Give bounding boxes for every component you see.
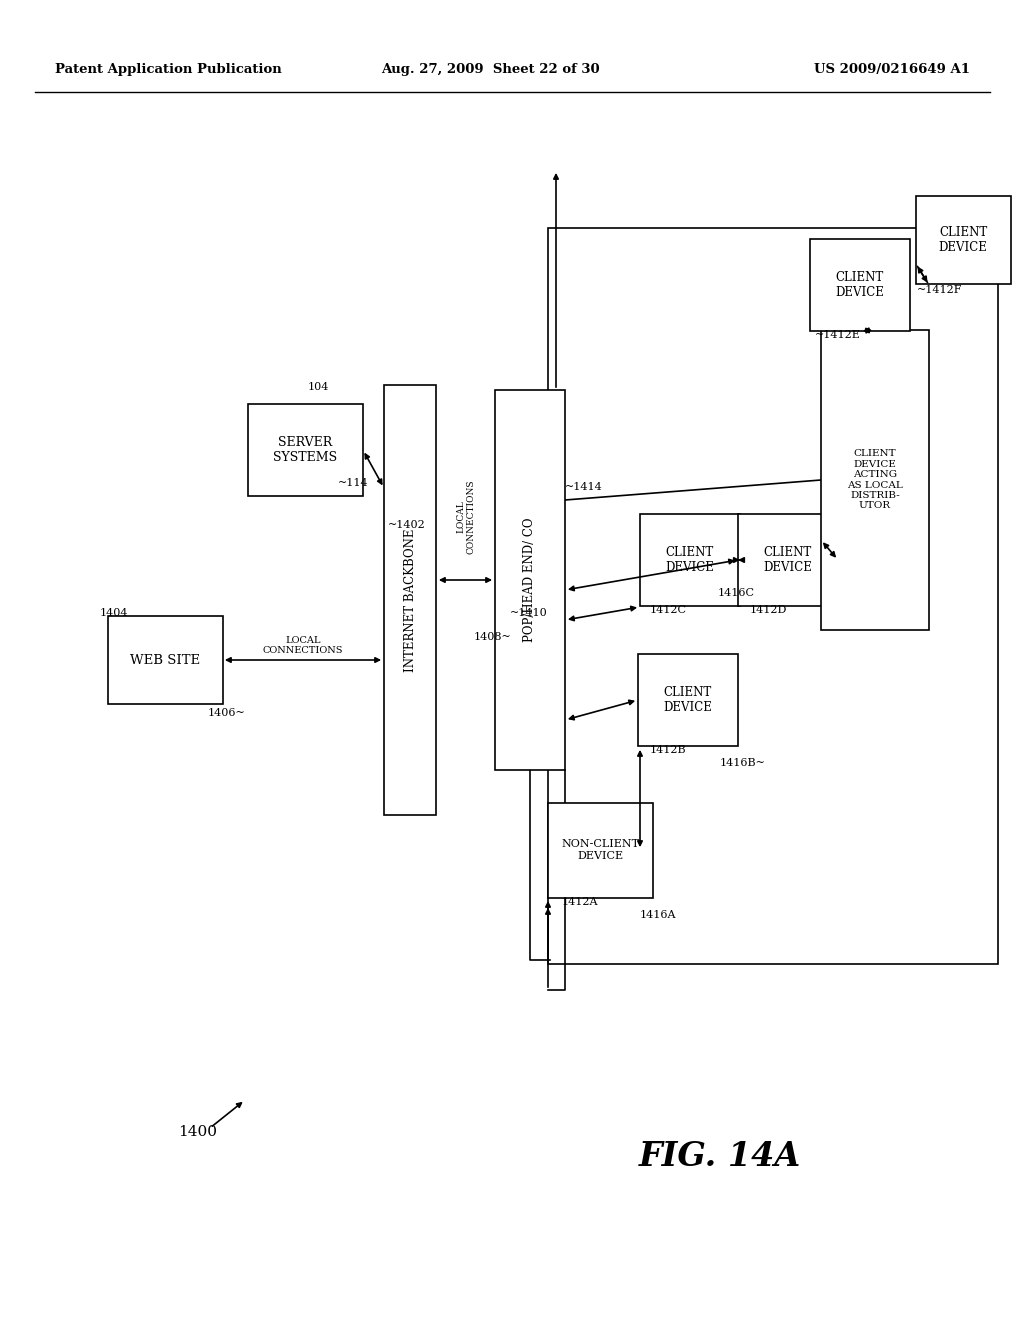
FancyArrowPatch shape bbox=[918, 267, 927, 281]
FancyArrowPatch shape bbox=[733, 558, 744, 562]
FancyArrowPatch shape bbox=[824, 544, 835, 557]
Text: SERVER
SYSTEMS: SERVER SYSTEMS bbox=[273, 436, 337, 465]
Text: 104: 104 bbox=[308, 381, 330, 392]
Text: 1412B: 1412B bbox=[650, 744, 687, 755]
Text: LOCAL
CONNECTIONS: LOCAL CONNECTIONS bbox=[457, 479, 476, 554]
FancyArrowPatch shape bbox=[226, 657, 379, 663]
FancyArrowPatch shape bbox=[569, 700, 634, 719]
Text: ~1414: ~1414 bbox=[565, 482, 603, 492]
FancyArrowPatch shape bbox=[546, 903, 550, 957]
Bar bbox=[548, 803, 652, 898]
Text: 1412C: 1412C bbox=[650, 605, 687, 615]
Text: 1412D: 1412D bbox=[750, 605, 787, 615]
Bar bbox=[384, 385, 436, 814]
Bar bbox=[810, 239, 910, 331]
FancyArrowPatch shape bbox=[366, 454, 382, 484]
FancyArrowPatch shape bbox=[546, 909, 550, 987]
FancyArrowPatch shape bbox=[864, 329, 870, 333]
Bar bbox=[821, 330, 929, 630]
Bar bbox=[915, 195, 1011, 284]
Text: Patent Application Publication: Patent Application Publication bbox=[55, 63, 282, 77]
Text: 1404: 1404 bbox=[100, 609, 128, 618]
Text: 1400: 1400 bbox=[178, 1125, 217, 1139]
Text: Aug. 27, 2009  Sheet 22 of 30: Aug. 27, 2009 Sheet 22 of 30 bbox=[381, 63, 599, 77]
Text: CLIENT
DEVICE: CLIENT DEVICE bbox=[939, 226, 987, 253]
Text: WEB SITE: WEB SITE bbox=[130, 653, 200, 667]
FancyArrowPatch shape bbox=[569, 606, 636, 620]
Text: LOCAL
CONNECTIONS: LOCAL CONNECTIONS bbox=[263, 636, 343, 655]
Text: NON-CLIENT
DEVICE: NON-CLIENT DEVICE bbox=[561, 840, 639, 861]
Text: ~1412F: ~1412F bbox=[918, 285, 963, 294]
Text: ~1412E: ~1412E bbox=[815, 330, 861, 341]
Bar bbox=[495, 389, 565, 770]
Text: ~1410: ~1410 bbox=[510, 609, 548, 618]
Text: CLIENT
DEVICE: CLIENT DEVICE bbox=[666, 546, 715, 574]
Bar bbox=[738, 513, 838, 606]
Bar bbox=[548, 228, 998, 964]
Text: CLIENT
DEVICE: CLIENT DEVICE bbox=[836, 271, 885, 300]
Text: 1408~: 1408~ bbox=[474, 632, 512, 642]
Text: INTERNET BACKBONE: INTERNET BACKBONE bbox=[403, 528, 417, 672]
Bar bbox=[640, 513, 740, 606]
Bar bbox=[248, 404, 362, 496]
FancyArrowPatch shape bbox=[638, 751, 642, 845]
FancyArrowPatch shape bbox=[919, 268, 928, 282]
Bar bbox=[638, 653, 738, 746]
Text: CLIENT
DEVICE: CLIENT DEVICE bbox=[764, 546, 812, 574]
Text: FIG. 14A: FIG. 14A bbox=[639, 1140, 801, 1173]
Text: 1416A: 1416A bbox=[640, 909, 677, 920]
Text: CLIENT
DEVICE
ACTING
AS LOCAL
DISTRIB-
UTOR: CLIENT DEVICE ACTING AS LOCAL DISTRIB- U… bbox=[847, 450, 903, 511]
Text: US 2009/0216649 A1: US 2009/0216649 A1 bbox=[814, 63, 970, 77]
Text: 1416B~: 1416B~ bbox=[720, 758, 766, 768]
FancyArrowPatch shape bbox=[440, 578, 490, 582]
Text: CLIENT
DEVICE: CLIENT DEVICE bbox=[664, 686, 713, 714]
Text: ~1402: ~1402 bbox=[388, 520, 426, 531]
Bar bbox=[108, 616, 222, 704]
FancyArrowPatch shape bbox=[569, 560, 733, 590]
Text: POP/HEAD END/ CO: POP/HEAD END/ CO bbox=[523, 517, 537, 643]
Text: 1416C: 1416C bbox=[718, 587, 755, 598]
Text: 1406~: 1406~ bbox=[208, 708, 246, 718]
Text: 1412A: 1412A bbox=[562, 898, 598, 907]
Text: ~114: ~114 bbox=[338, 478, 369, 488]
FancyArrowPatch shape bbox=[554, 174, 558, 387]
FancyArrowPatch shape bbox=[212, 1104, 242, 1126]
